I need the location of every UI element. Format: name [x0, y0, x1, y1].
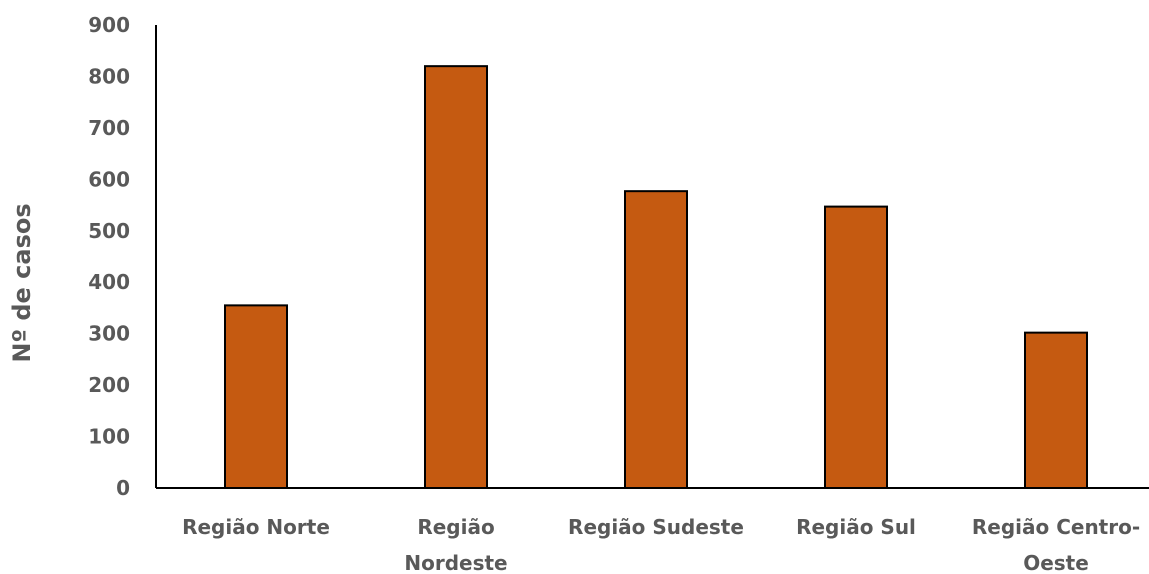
x-tick-label: Região Sudeste: [568, 515, 744, 539]
x-tick-label-line: Região Sudeste: [568, 515, 744, 539]
x-tick-label: Região Sul: [796, 515, 916, 539]
y-tick-label: 600: [88, 167, 130, 191]
bars: [224, 65, 1088, 490]
x-tick-label: Região Nordeste: [404, 515, 507, 574]
y-axis-ticks: 0 100 200 300 400 500 600 700 800 900: [88, 13, 130, 500]
y-tick-label: 200: [88, 373, 130, 397]
x-tick-label-line: Região Sul: [796, 515, 916, 539]
bar: [624, 190, 688, 489]
y-tick-label: 500: [88, 219, 130, 243]
x-tick-label: Região Centro- Oeste: [972, 515, 1140, 574]
y-tick-label: 700: [88, 116, 130, 140]
y-tick-label: 300: [88, 322, 130, 346]
x-tick-label-line: Região Norte: [182, 515, 330, 539]
bar: [424, 65, 488, 490]
bar: [224, 304, 288, 489]
x-tick-label-line: Nordeste: [404, 551, 507, 574]
y-tick-label: 900: [88, 13, 130, 37]
y-tick-label: 400: [88, 270, 130, 294]
x-tick-label-line: Oeste: [1023, 551, 1089, 574]
x-tick-label: Região Norte: [182, 515, 330, 539]
y-axis-title: Nº de casos: [8, 203, 36, 362]
y-tick-label: 800: [88, 64, 130, 88]
y-tick-label: 0: [116, 476, 130, 500]
x-tick-label-line: Região: [417, 515, 494, 539]
x-tick-label-line: Região Centro-: [972, 515, 1140, 539]
bar: [824, 205, 888, 490]
x-axis-labels: Região Norte Região Nordeste Região Sudeste…: [182, 515, 1140, 574]
bar: [1024, 331, 1088, 490]
y-tick-label: 100: [88, 425, 130, 449]
